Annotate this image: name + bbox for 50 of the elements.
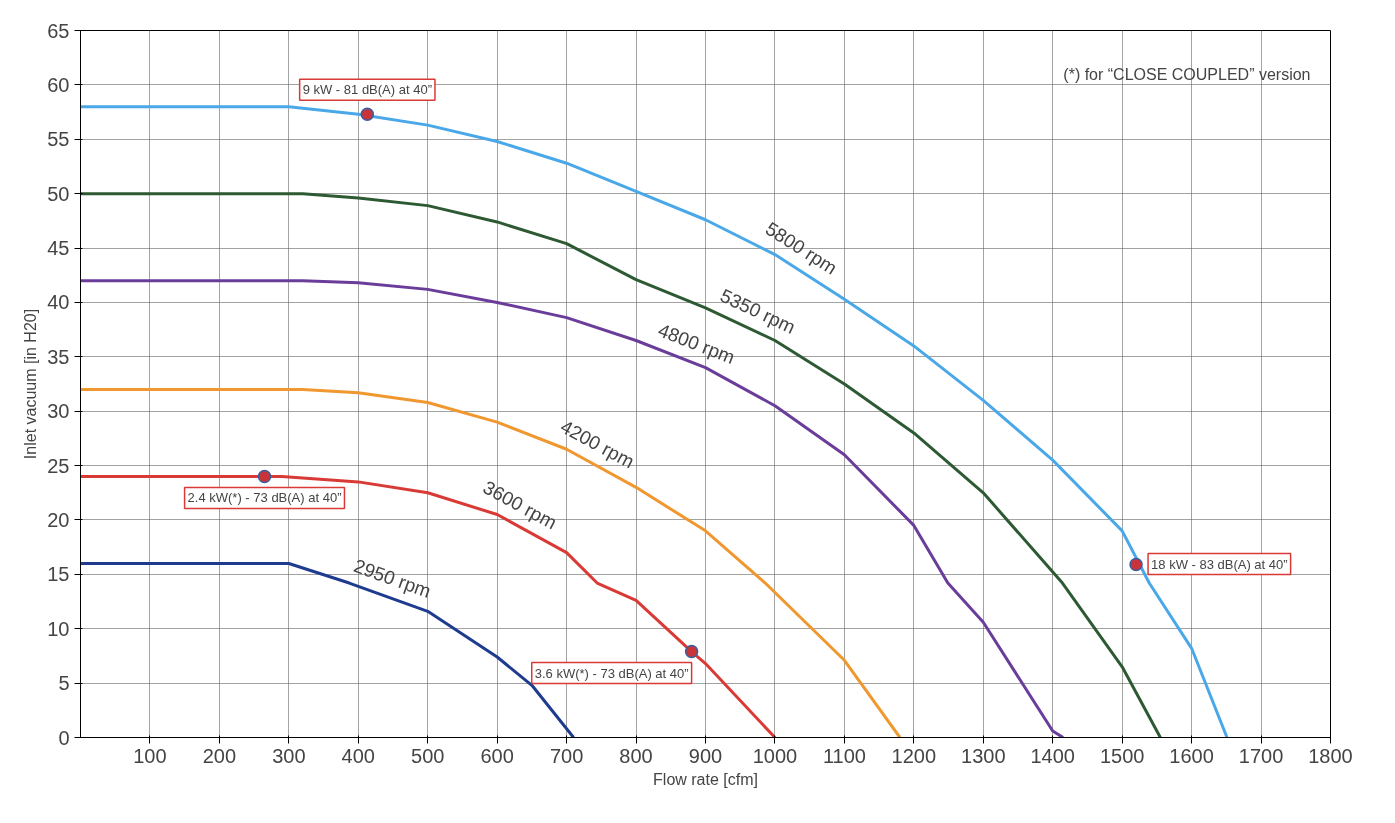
x-tick-label: 700 [549, 744, 584, 767]
y-tick-label: 50 [47, 182, 70, 205]
y-tick-label: 0 [58, 726, 70, 749]
y-tick-label: 65 [47, 19, 70, 42]
x-tick-label: 1500 [1099, 744, 1145, 767]
y-axis-title: Inlet vacuum [in H20] [22, 308, 40, 460]
text: 2950 rpm [351, 555, 434, 602]
x-tick-label: 1600 [1169, 744, 1214, 767]
x-tick-label: 900 [688, 744, 723, 767]
x-axis-title: Flow rate [cfm] [653, 770, 758, 788]
x-tick-label: 300 [272, 744, 306, 767]
y-tick-label: 40 [47, 291, 70, 314]
y-tick-label: 25 [47, 454, 70, 477]
x-tick-label: 1200 [891, 744, 937, 767]
x-tick-label: 1100 [822, 744, 866, 767]
x-tick-label: 500 [411, 744, 445, 767]
x-tick-label: 1300 [961, 744, 1006, 767]
x-tick-label: 400 [341, 744, 375, 767]
annotation: 9 kW - 81 dB(A) at 40” [302, 82, 432, 98]
text: 3600 rpm [479, 476, 561, 534]
line-series [80, 474, 777, 738]
text: 4200 rpm [557, 415, 638, 473]
y-tick-label: 60 [47, 73, 70, 96]
y-tick-label: 35 [47, 345, 70, 368]
x-tick-label: 1800 [1308, 744, 1353, 767]
x-tick-label: 1000 [752, 744, 798, 767]
annotation: (*) for “CLOSE COUPLED” version [1063, 65, 1311, 83]
y-tick-label: 55 [47, 128, 70, 151]
y-tick-label: 45 [47, 237, 70, 260]
y-tick-label: 5 [58, 672, 70, 695]
line-series [80, 279, 1065, 738]
x-tick-label: 100 [133, 744, 167, 767]
text: 5800 rpm [761, 217, 841, 279]
x-tick-label: 1700 [1238, 744, 1284, 767]
point [360, 107, 375, 121]
y-tick-label: 15 [47, 563, 70, 586]
point [257, 469, 272, 484]
y-tick-label: 10 [47, 617, 70, 640]
y-tick-label: 20 [47, 508, 70, 531]
y-tick-label: 30 [47, 400, 70, 423]
point [1129, 557, 1143, 572]
annotation: 3.6 kW(*) - 73 dB(A) at 40” [534, 665, 689, 681]
x-tick-label: 600 [480, 744, 514, 767]
x-tick-label: 800 [619, 744, 653, 767]
line-series [80, 387, 902, 738]
x-tick-label: 200 [202, 744, 237, 767]
x-tick-label: 1400 [1030, 744, 1075, 767]
annotation: 18 kW - 83 dB(A) at 40” [1151, 556, 1288, 572]
point [684, 644, 699, 659]
annotation: 2.4 kW(*) - 73 dB(A) at 40” [187, 490, 342, 506]
